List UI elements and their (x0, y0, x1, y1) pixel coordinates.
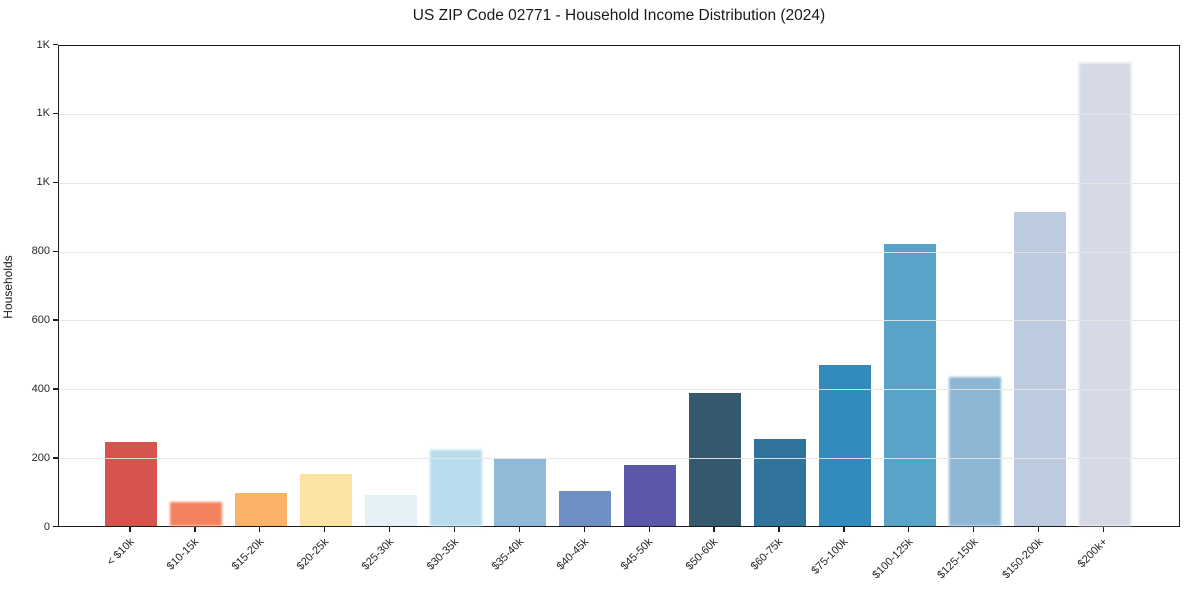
x-tick-label: $35-40k (489, 536, 526, 573)
bar (1078, 62, 1131, 526)
bar (754, 439, 806, 526)
chart-title: US ZIP Code 02771 - Household Income Dis… (412, 7, 826, 24)
y-tick-label: 600 (31, 313, 50, 326)
y-tick-label: 400 (31, 382, 50, 395)
y-tick-label: 0 (43, 520, 50, 533)
bar (689, 393, 742, 526)
x-tick-label: < $10k (104, 536, 137, 569)
y-tick-mark (53, 526, 58, 528)
x-tick-mark (388, 527, 391, 532)
x-tick-mark (843, 527, 845, 532)
x-tick-label: $75-100k (809, 536, 851, 577)
x-tick-label: $60-75k (748, 536, 786, 573)
y-tick-mark (53, 388, 58, 390)
bar (559, 490, 612, 526)
bar (364, 495, 417, 526)
gridline (59, 251, 1179, 253)
x-tick-label: $125-150k (934, 536, 981, 582)
bar (948, 376, 1001, 526)
bar (234, 492, 287, 526)
x-tick-mark (453, 527, 456, 532)
bar (429, 450, 482, 526)
bar (299, 473, 352, 526)
gridline (59, 320, 1179, 322)
gridline (59, 458, 1179, 460)
bar (883, 243, 936, 526)
x-tick-mark (1037, 527, 1040, 532)
x-tick-label: $200k+ (1075, 536, 1110, 571)
y-tick-label: 800 (31, 245, 50, 258)
gridline (59, 389, 1179, 391)
x-tick-label: $30-35k (424, 536, 461, 573)
bar (818, 365, 871, 526)
y-tick-mark (53, 181, 58, 184)
y-tick-mark (53, 457, 58, 459)
y-tick-label: 1K (36, 176, 50, 189)
x-tick-label: $15-20k (229, 536, 267, 573)
x-tick-mark (324, 527, 326, 532)
x-tick-label: $150-200k (999, 536, 1046, 582)
bar (169, 502, 222, 526)
gridline (59, 113, 1179, 115)
gridline (59, 182, 1179, 184)
x-tick-mark (713, 527, 715, 532)
x-tick-label: $20-25k (294, 536, 332, 573)
bar (624, 465, 677, 526)
y-tick-mark (53, 44, 58, 46)
bar (105, 441, 157, 526)
x-tick-mark (648, 527, 650, 532)
y-tick-mark (53, 250, 58, 252)
plot-area (58, 45, 1180, 527)
x-tick-mark (129, 527, 131, 532)
x-tick-mark (1102, 527, 1105, 532)
y-tick-label: 1K (36, 107, 50, 120)
y-tick-mark (53, 112, 58, 115)
x-tick-label: $25-30k (359, 536, 397, 573)
bar (494, 458, 547, 526)
bar (1013, 212, 1066, 526)
y-tick-label: 200 (31, 451, 50, 464)
x-tick-label: $100-125k (870, 536, 916, 582)
x-tick-mark (973, 527, 975, 532)
x-tick-label: $40-45k (554, 536, 591, 573)
x-tick-mark (518, 527, 521, 532)
x-tick-mark (908, 527, 910, 532)
x-tick-label: $50-60k (683, 536, 721, 573)
x-tick-mark (259, 527, 261, 532)
y-tick-label: 1K (36, 38, 50, 51)
x-tick-mark (194, 527, 196, 532)
x-tick-mark (583, 527, 585, 532)
x-tick-label: $10-15k (164, 536, 202, 573)
y-tick-mark (53, 319, 58, 321)
x-tick-mark (778, 527, 780, 532)
x-tick-label: $45-50k (619, 536, 656, 573)
